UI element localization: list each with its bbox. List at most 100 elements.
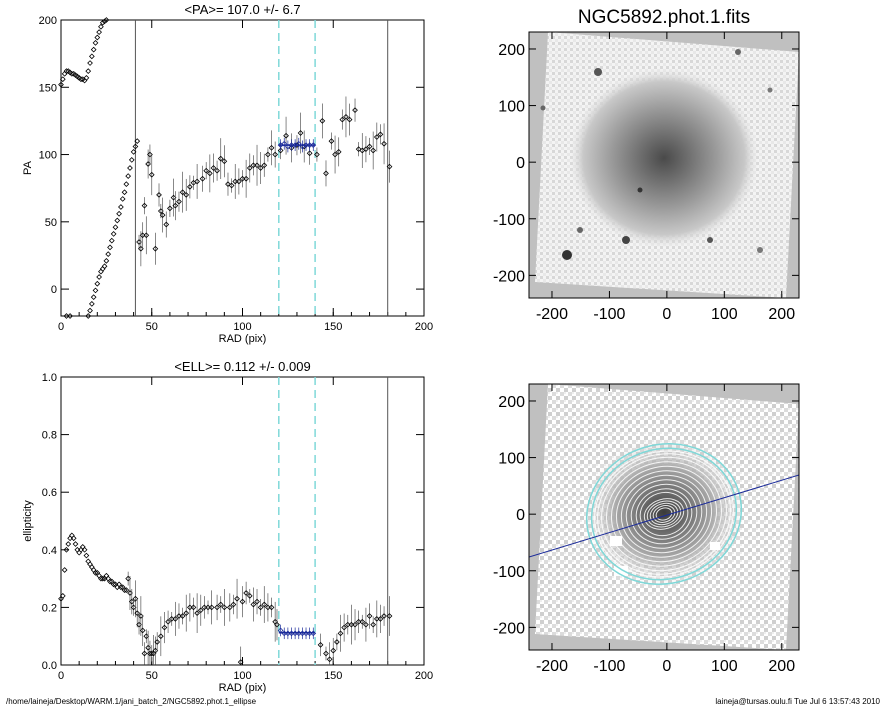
x-tick-label: 200 <box>768 306 795 323</box>
dense-data-point <box>96 274 102 280</box>
data-point <box>323 170 329 177</box>
dense-data-point <box>101 263 108 270</box>
data-point <box>148 171 155 178</box>
plot-title: <PA>= 107.0 +/- 6.7 <box>184 2 300 17</box>
data-point <box>343 114 349 120</box>
data-point <box>143 232 150 239</box>
isophote-ellipse <box>606 461 722 567</box>
data-point <box>277 147 284 154</box>
x-tick-label: 50 <box>146 321 158 333</box>
data-point <box>134 610 141 617</box>
data-point <box>268 604 275 611</box>
isophote-ellipses <box>585 443 743 585</box>
data-point <box>332 151 338 158</box>
y-tick-label: 100 <box>39 150 57 162</box>
data-point <box>381 140 387 147</box>
y-tick-label: 0.6 <box>42 487 57 499</box>
data-point <box>234 595 240 602</box>
dense-data-point <box>121 189 128 196</box>
galaxy-image-panel: -200 -100 0 100 200 -200 -100 0 100 200 NGC5892.p… <box>493 7 800 323</box>
data-point <box>161 624 168 631</box>
pa-panel: 0 50 100 150 200 0 50 100 150 200 <PA>= 107.0 +/- … <box>22 2 433 345</box>
y-tick-label: -200 <box>493 620 525 637</box>
star <box>757 247 763 253</box>
data-point <box>210 165 217 171</box>
y-axis-label: PA <box>22 160 34 175</box>
dense-data-point <box>61 567 68 573</box>
data-point <box>221 158 228 165</box>
data-point <box>167 205 173 212</box>
masked-star <box>614 566 628 576</box>
x-tick-label: -200 <box>536 658 568 675</box>
fit-range-ellipse <box>585 443 743 585</box>
dense-data-point <box>98 268 104 275</box>
data-point <box>261 162 268 169</box>
data-point <box>156 192 162 198</box>
data-point <box>381 613 387 619</box>
x-tick-label: 200 <box>415 670 433 682</box>
data-point <box>272 151 279 158</box>
isophote-ellipse <box>615 470 713 558</box>
dense-data-point <box>78 76 84 83</box>
dense-data-point <box>63 546 70 553</box>
star <box>622 236 630 244</box>
data-point <box>190 604 197 611</box>
footer-path: /home/laineja/Desktop/WARM.1/jani_batch_… <box>6 697 257 706</box>
data-point <box>199 175 206 182</box>
masked-star <box>710 542 720 550</box>
dense-data-point <box>83 74 90 81</box>
dense-data-point <box>59 593 66 599</box>
isophote-ellipse <box>620 474 708 554</box>
dense-data-point <box>58 81 64 88</box>
dense-data-point <box>116 210 122 217</box>
dense-data-point <box>90 567 97 573</box>
data-point <box>297 130 304 136</box>
y-tick-label: -100 <box>493 564 525 581</box>
star <box>540 105 546 111</box>
dense-data-point <box>118 584 124 591</box>
dense-data-point <box>90 46 97 53</box>
data-point <box>274 621 280 628</box>
data-point <box>203 167 210 174</box>
data-point <box>172 202 179 209</box>
data-point <box>159 212 166 218</box>
data-point <box>228 182 235 189</box>
data-point <box>306 150 313 157</box>
x-tick-label: 100 <box>711 658 738 675</box>
dense-data-point <box>107 578 113 585</box>
isophote-ellipse <box>594 450 734 578</box>
data-point <box>373 134 380 140</box>
star <box>637 187 643 193</box>
x-tick-label: 200 <box>768 658 795 675</box>
data-point <box>243 175 249 182</box>
data-point <box>337 630 344 637</box>
y-tick-label: 0.4 <box>42 545 57 557</box>
plot-frame <box>60 19 425 317</box>
star <box>767 87 773 93</box>
y-tick-label: 100 <box>498 99 525 116</box>
dense-data-point <box>85 68 92 74</box>
y-axis-label: ellipticity <box>22 500 34 542</box>
y-tick-label: 200 <box>498 42 525 59</box>
dense-data-point <box>123 181 130 188</box>
x-tick-label: 100 <box>233 670 251 682</box>
dense-data-point <box>114 217 121 224</box>
x-axis-label: RAD (pix) <box>219 682 267 694</box>
dense-data-point <box>94 280 101 287</box>
dense-data-point <box>63 68 70 74</box>
x-tick-label: 100 <box>233 321 251 333</box>
data-point <box>254 162 260 169</box>
x-tick-label: -100 <box>593 306 625 323</box>
dense-data-point <box>125 173 132 179</box>
data-point <box>214 604 220 611</box>
dense-data-point <box>121 587 128 593</box>
dense-data-point <box>65 541 72 547</box>
data-point <box>217 155 224 162</box>
dense-data-point <box>83 552 90 559</box>
data-point <box>283 132 289 139</box>
data-point <box>250 601 257 608</box>
y-tick-label: -200 <box>493 268 525 285</box>
data-point <box>179 613 186 619</box>
data-point <box>366 613 373 619</box>
dense-data-point <box>72 541 79 547</box>
